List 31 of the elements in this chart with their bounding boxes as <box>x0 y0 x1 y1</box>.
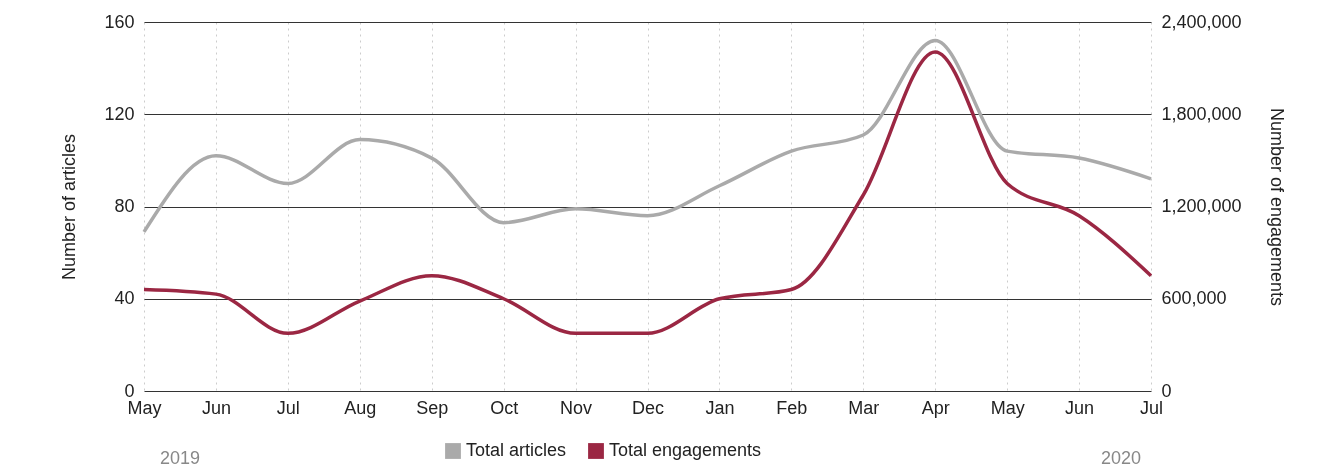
x-tick-label: Feb <box>776 397 808 418</box>
x-tick-label: Sep <box>416 397 449 418</box>
x-tick-label: May <box>990 397 1025 418</box>
y2-tick-label: 2,400,000 <box>1161 11 1242 32</box>
x-tick-label: Mar <box>848 397 880 418</box>
x-tick-label: Jul <box>276 397 300 418</box>
y2-tick-label: 1,200,000 <box>1161 196 1242 216</box>
x-tick-label: Aug <box>344 397 377 418</box>
y-axis-title: Number of articles <box>59 133 80 281</box>
y-tick-label: 160 <box>104 11 135 32</box>
x-tick-label: Jan <box>705 397 735 418</box>
text: 2020 <box>1100 448 1141 469</box>
x-tick-label: Oct <box>490 397 519 418</box>
legend-label: Total engagements <box>609 440 762 460</box>
x-tick-label: Jun <box>201 397 231 418</box>
x-tick-label: Jul <box>1139 397 1164 418</box>
text: 2019 <box>160 448 201 469</box>
y2-axis-title: Number of engagements <box>1266 107 1287 307</box>
x-tick-label: Nov <box>560 397 593 418</box>
line-series <box>142 38 1153 234</box>
y-tick-label: 80 <box>114 196 135 216</box>
x-tick-label: Dec <box>631 397 665 418</box>
x-tick-label: Jun <box>1065 397 1095 418</box>
x-tick-label: Apr <box>921 397 950 418</box>
y2-tick-label: 600,000 <box>1161 288 1227 309</box>
y-tick-label: 120 <box>104 103 135 124</box>
line-series <box>142 50 1153 336</box>
y-tick-label: 40 <box>114 288 135 309</box>
y2-tick-label: 1,800,000 <box>1161 103 1242 124</box>
legend-label: Total articles <box>466 440 567 460</box>
y2-tick-label: 0 <box>1161 380 1172 401</box>
